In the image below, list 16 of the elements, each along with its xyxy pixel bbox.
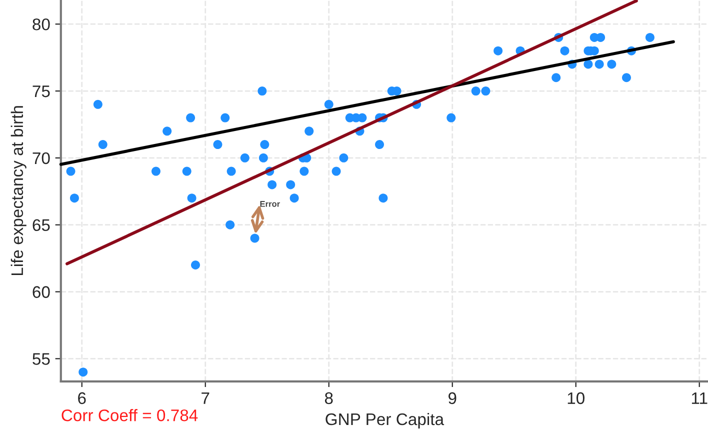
y-tick-label: 55 bbox=[32, 353, 50, 365]
y-tick-label: 65 bbox=[32, 219, 50, 232]
y-tick-label: 70 bbox=[32, 152, 50, 164]
y-tick-label: 80 bbox=[32, 18, 50, 30]
y-tick-label: 60 bbox=[32, 286, 50, 298]
x-tick-label: 7 bbox=[202, 392, 210, 404]
x-axis-title: GNP Per Capita bbox=[326, 412, 444, 428]
x-tick-label: 10 bbox=[568, 392, 584, 404]
x-tick-label: 9 bbox=[448, 392, 456, 404]
x-tick-label: 11 bbox=[692, 392, 708, 404]
y-tick-label: 75 bbox=[32, 86, 50, 98]
text: Corr Coeff = 0.784 bbox=[62, 409, 198, 422]
y-axis-title: Life expectancy at birth bbox=[10, 106, 26, 276]
x-tick-label: 8 bbox=[324, 392, 333, 404]
x-tick-label: 6 bbox=[78, 392, 86, 404]
annotation: Error bbox=[260, 201, 280, 207]
